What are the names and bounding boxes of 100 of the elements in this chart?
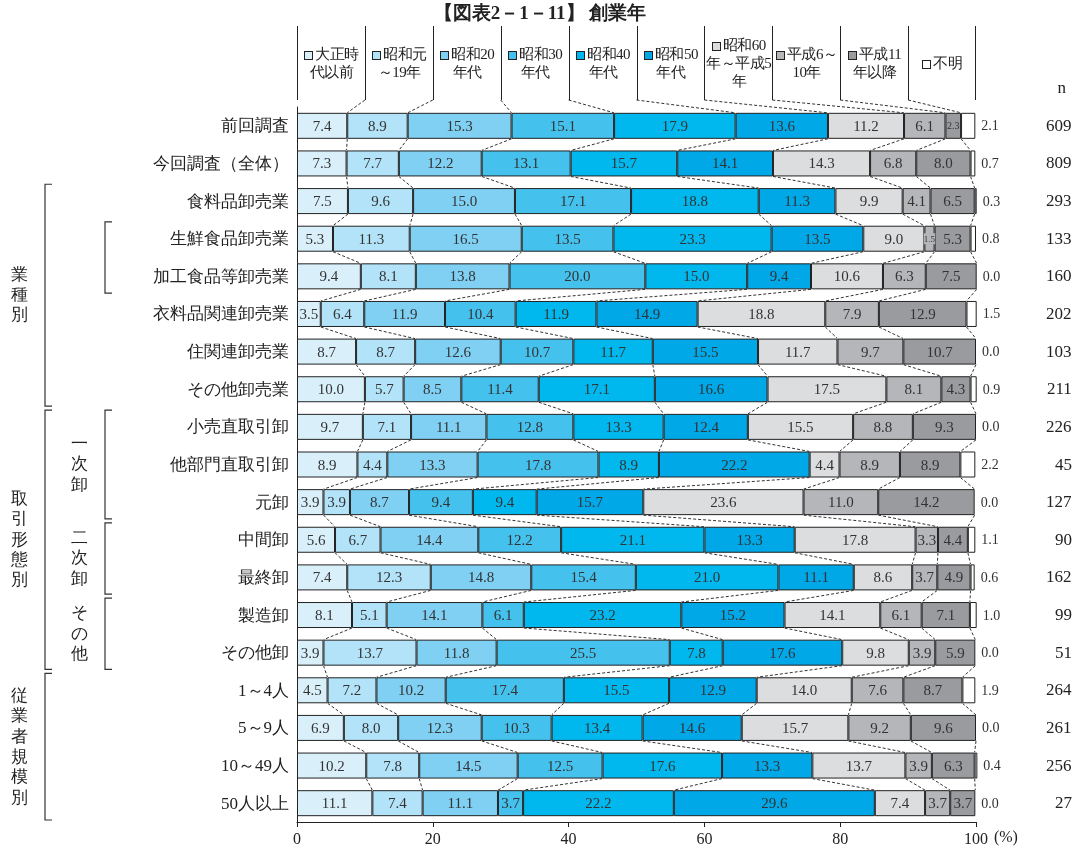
data-label: 8.1 — [378, 268, 398, 285]
data-label: 3.9 — [300, 644, 320, 661]
data-label: 3.7 — [501, 795, 521, 812]
data-label: 4.1 — [907, 193, 926, 210]
legend-label: 昭和40年代 — [587, 46, 631, 80]
data-label: 12.2 — [427, 155, 454, 172]
y-tick-label: 前回調査 — [221, 116, 289, 136]
data-label: 7.7 — [363, 155, 383, 172]
data-label: 1.5 — [923, 233, 936, 244]
data-label: 16.5 — [452, 230, 479, 247]
data-label: 22.2 — [585, 795, 612, 812]
data-label: 14.6 — [679, 719, 706, 736]
data-label: 8.9 — [619, 456, 639, 473]
data-label: 17.6 — [649, 757, 676, 774]
y-tick-label: 衣料品関連卸売業 — [153, 304, 289, 324]
text: 27 — [1055, 793, 1072, 814]
data-label: 9.4 — [319, 268, 339, 285]
data-label: 0.9 — [982, 381, 1001, 397]
x-tick-label: 20 — [424, 829, 441, 847]
y-tick-label: 食料品卸売業 — [187, 191, 289, 211]
data-label: 0.6 — [980, 569, 999, 585]
data-label: 0.0 — [981, 795, 999, 811]
y-tick-label: 加工食品等卸売業 — [153, 266, 289, 286]
text: 51 — [1055, 642, 1072, 663]
data-label: 7.5 — [941, 268, 961, 285]
data-label: 4.9 — [944, 569, 964, 586]
data-label: 0.0 — [982, 268, 1001, 284]
data-label: 10.2 — [318, 757, 345, 774]
data-label: 15.5 — [787, 418, 814, 435]
data-label: 15.2 — [719, 607, 747, 624]
data-label: 13.5 — [804, 230, 831, 247]
data-label: 6.7 — [348, 531, 368, 548]
data-label: 12.4 — [692, 418, 720, 435]
x-tick-label: 40 — [560, 829, 577, 847]
y-tick-label: 住関連卸売業 — [186, 342, 289, 362]
data-label: 8.1 — [315, 607, 334, 624]
data-label: 17.5 — [813, 381, 841, 398]
legend-label: 大正時代以前 — [309, 46, 359, 80]
data-label: 8.1 — [904, 381, 924, 398]
legend-label: 不明 — [933, 55, 963, 71]
data-label: 9.3 — [935, 418, 954, 435]
text: 45 — [1055, 454, 1072, 475]
data-label: 4.4 — [815, 456, 835, 473]
data-label: 7.3 — [312, 155, 332, 172]
data-label: 11.1 — [803, 569, 829, 586]
data-label: 14.1 — [711, 155, 739, 172]
data-label: 8.7 — [370, 494, 390, 511]
data-label: 3.9 — [912, 644, 932, 661]
data-label: 11.1 — [321, 795, 348, 812]
text: 103 — [1046, 341, 1072, 362]
data-label: 11.2 — [853, 117, 879, 134]
data-label: 13.5 — [554, 230, 581, 247]
data-label: 9.4 — [431, 494, 451, 511]
data-label: 14.9 — [633, 305, 661, 322]
x-tick-label: 100 — [964, 829, 988, 847]
data-label: 5.3 — [305, 230, 325, 247]
text: 261 — [1046, 717, 1072, 738]
data-label: 12.8 — [516, 418, 544, 435]
data-label: 17.1 — [559, 193, 587, 210]
data-label: 0.0 — [981, 645, 999, 661]
data-label: 0.7 — [981, 155, 999, 171]
data-label: 15.0 — [683, 268, 710, 285]
legend-label: 昭和60年～平成5年 — [706, 37, 772, 89]
x-tick-label: 0 — [293, 829, 301, 847]
data-label: 13.4 — [583, 719, 611, 736]
data-label: 9.9 — [859, 193, 879, 210]
data-label: 15.7 — [781, 719, 809, 736]
data-label: 8.6 — [873, 569, 893, 586]
data-label: 4.5 — [302, 682, 322, 699]
y-tick-label: その他卸 — [221, 643, 289, 663]
data-label: 8.8 — [873, 418, 893, 435]
legend-label: 昭和50年代 — [654, 46, 698, 80]
data-label: 17.9 — [661, 117, 688, 134]
data-label: 7.6 — [868, 682, 888, 699]
legend-label: 平成6～10年 — [786, 46, 838, 80]
data-label: 7.4 — [312, 569, 332, 586]
data-label: 6.3 — [894, 268, 914, 285]
data-label: 12.3 — [426, 719, 454, 736]
text: 226 — [1046, 416, 1072, 437]
legend-label: 昭和元～19年 — [377, 46, 427, 80]
text: 256 — [1046, 755, 1072, 776]
data-label: 11.0 — [828, 494, 854, 511]
data-label: 23.6 — [710, 494, 738, 511]
data-label: 8.9 — [860, 456, 880, 473]
chart-title: 【図表2－1－11】 創業年 — [432, 1, 648, 25]
data-label: 9.8 — [866, 644, 885, 661]
data-label: 0.0 — [982, 344, 1000, 360]
data-label: 4.3 — [946, 381, 966, 398]
text: 90 — [1055, 529, 1072, 550]
data-label: 9.6 — [934, 719, 954, 736]
data-label: 7.9 — [842, 305, 862, 322]
data-label: 6.1 — [493, 607, 513, 624]
data-label: 18.8 — [681, 193, 709, 210]
y-tick-label: 生鮮食品卸売業 — [170, 229, 289, 249]
data-label: 9.4 — [495, 494, 515, 511]
data-label: 9.6 — [371, 193, 391, 210]
data-label: 4.4 — [362, 456, 383, 473]
legend-label: 昭和20年代 — [451, 46, 495, 80]
data-label: 15.5 — [603, 682, 630, 699]
data-label: 7.1 — [377, 418, 397, 435]
